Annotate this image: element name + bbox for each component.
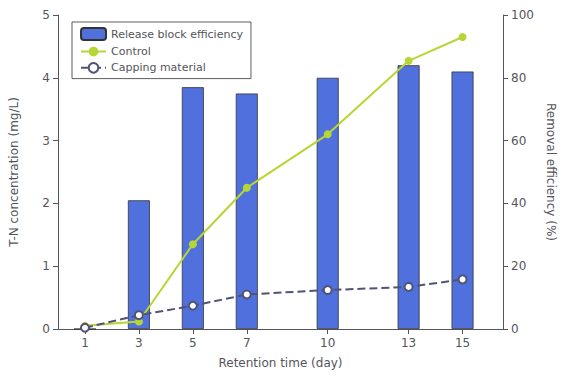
svg-text:5: 5	[189, 336, 197, 350]
svg-text:60: 60	[511, 134, 526, 148]
svg-text:3: 3	[42, 134, 50, 148]
svg-text:1: 1	[42, 259, 50, 273]
svg-text:15: 15	[455, 336, 470, 350]
svg-text:3: 3	[135, 336, 143, 350]
svg-text:5: 5	[42, 8, 50, 22]
svg-text:1: 1	[81, 336, 89, 350]
svg-text:7: 7	[243, 336, 251, 350]
svg-text:100: 100	[511, 8, 534, 22]
svg-text:Release block efficiency: Release block efficiency	[111, 28, 243, 41]
svg-text:0: 0	[42, 322, 50, 336]
svg-text:Removal efficiency (%): Removal efficiency (%)	[544, 103, 558, 241]
svg-text:20: 20	[511, 259, 526, 273]
svg-text:80: 80	[511, 71, 526, 85]
svg-text:T-N concentration (mg/L): T-N concentration (mg/L)	[7, 97, 21, 248]
svg-text:13: 13	[401, 336, 416, 350]
svg-text:0: 0	[511, 322, 519, 336]
svg-text:Control: Control	[111, 45, 151, 58]
svg-text:2: 2	[42, 196, 50, 210]
svg-text:10: 10	[320, 336, 335, 350]
svg-text:Retention time (day): Retention time (day)	[218, 356, 342, 370]
svg-text:4: 4	[42, 71, 50, 85]
svg-text:40: 40	[511, 196, 526, 210]
svg-text:Capping material: Capping material	[111, 61, 206, 74]
